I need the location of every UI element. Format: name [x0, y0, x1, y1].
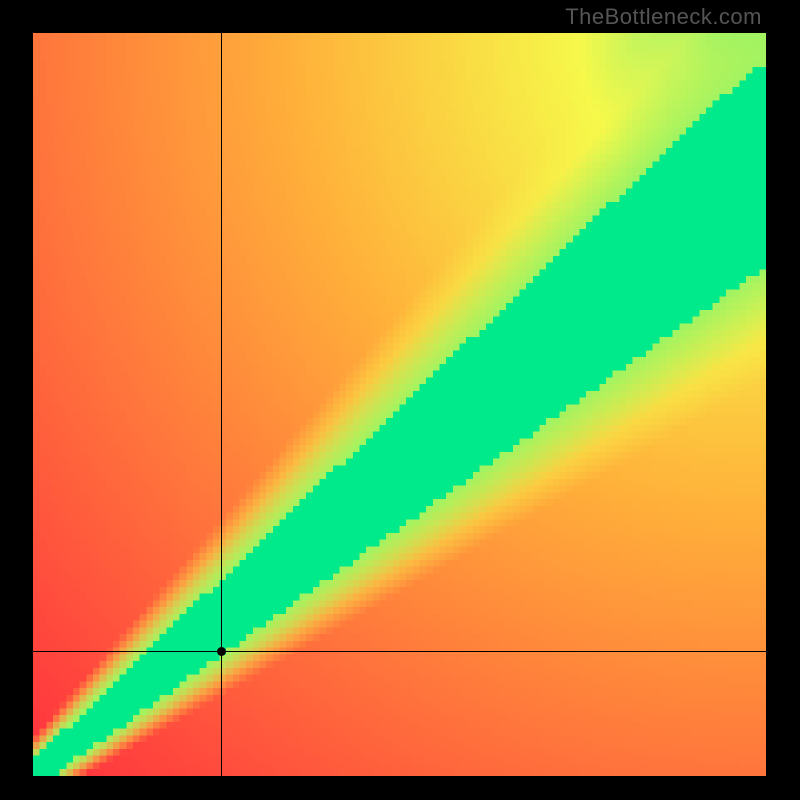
- crosshair-vertical: [221, 33, 222, 776]
- watermark-text: TheBottleneck.com: [362, 4, 762, 30]
- chart-frame: TheBottleneck.com: [0, 0, 800, 800]
- crosshair-marker: [217, 647, 226, 656]
- heatmap-canvas: [33, 33, 766, 776]
- heatmap-plot: [33, 33, 766, 776]
- crosshair-horizontal: [33, 651, 766, 652]
